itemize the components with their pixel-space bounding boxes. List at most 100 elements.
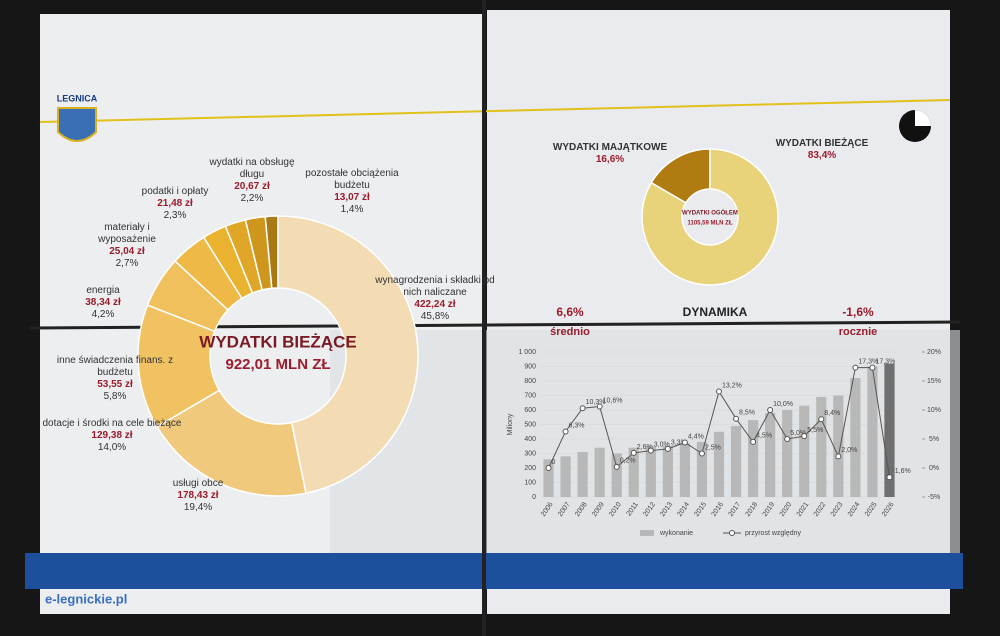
data-label: 4,5%	[756, 433, 772, 440]
line-point	[784, 436, 791, 442]
line-point	[886, 474, 893, 481]
city-name: LEGNICA	[57, 93, 98, 103]
pie-slice	[264, 215, 279, 290]
slice-label: pozostałe obciążenia budżetu 13,07 zł 1,4%	[297, 168, 407, 216]
data-label: 0,2%	[620, 458, 636, 465]
center-subtitle: 1105,59 MLN ZŁ	[687, 221, 732, 227]
data-label: 5,0%	[790, 430, 806, 437]
data-label: 0	[552, 459, 556, 466]
y-tick-label: 100	[524, 479, 536, 486]
slice-label: wynagrodzenia i składki od nich naliczan…	[365, 275, 505, 323]
data-label: 5,5%	[807, 427, 823, 434]
line-point	[716, 388, 722, 395]
legend-label: wykonanie	[659, 530, 693, 537]
line-point	[545, 465, 552, 471]
data-label: 2,0%	[841, 447, 857, 454]
data-label: 13,2%	[722, 382, 742, 389]
data-label: 2,5%	[705, 444, 721, 451]
city-crest	[57, 107, 97, 142]
line-point	[562, 428, 569, 435]
slice-label: inne świadczenia finans. z budżetu 53,55 …	[55, 355, 175, 403]
bar	[765, 412, 776, 497]
bar	[628, 447, 639, 497]
share-label: 2,3%	[163, 210, 187, 221]
data-label: 2,6%	[637, 444, 653, 451]
pie-slice	[277, 215, 419, 495]
bar	[645, 446, 656, 497]
header-line	[39, 99, 951, 123]
y-tick-label: 400	[524, 436, 536, 443]
line-point	[767, 407, 774, 413]
value-label: 21,48 zł	[157, 198, 193, 209]
bar	[747, 420, 759, 497]
line-point	[630, 449, 637, 456]
watermark: e-legnickie.pl	[45, 591, 127, 606]
bar	[679, 443, 691, 497]
pie-icon-slice	[915, 110, 931, 126]
slice-label: energia 38,34 zł 4,2%	[73, 285, 133, 321]
line-point	[579, 405, 586, 412]
value-label: 53,55 zł	[97, 379, 133, 390]
bar	[560, 456, 571, 497]
data-label: 3,0%	[654, 441, 670, 448]
legend-label: przyrost względny	[745, 530, 802, 537]
y-tick-label: 300	[524, 450, 536, 457]
category-name: materiały i wyposażenie	[98, 222, 156, 245]
y-tick-label: 900	[524, 363, 536, 370]
value-label: 83,4%	[807, 150, 837, 161]
bar	[782, 410, 793, 497]
data-label: 4,4%	[688, 433, 704, 440]
center-subtitle: 922,01 MLN ZŁ	[225, 356, 330, 373]
bar	[696, 441, 708, 497]
share-label: 45,8%	[420, 311, 450, 322]
bar	[816, 396, 827, 497]
line-point	[698, 450, 705, 457]
value-label: 178,43 zł	[177, 490, 219, 501]
line-point	[613, 463, 620, 470]
bar	[713, 431, 725, 497]
footer-band	[25, 553, 963, 589]
data-label: -1,6%	[892, 468, 910, 475]
bar	[850, 378, 861, 497]
y2-tick-label: 10%	[927, 407, 941, 414]
value-label: 13,07 zł	[334, 192, 370, 203]
value-label: 38,34 zł	[85, 297, 121, 308]
share-label: 1,4%	[340, 204, 364, 215]
line-point	[835, 453, 842, 460]
data-label: 3,3%	[671, 440, 687, 447]
legend-swatch	[729, 530, 735, 536]
data-label: 8,4%	[824, 410, 840, 417]
bar	[611, 453, 622, 497]
bar	[833, 395, 844, 497]
share-label: 5,8%	[103, 391, 127, 402]
data-label: 8,5%	[739, 410, 755, 417]
bar	[867, 366, 878, 497]
line-point	[869, 364, 876, 371]
slice-label: WYDATKI MAJĄTKOWE 16,6%	[545, 142, 675, 166]
line-point	[664, 445, 671, 452]
y-tick-label: 200	[524, 465, 536, 472]
slice-label: WYDATKI BIEŻĄCE 83,4%	[767, 138, 877, 162]
bar	[799, 405, 810, 497]
data-label: 10,6%	[603, 397, 623, 404]
line-point	[647, 447, 654, 454]
share-label: 19,4%	[183, 502, 213, 513]
value-label: 20,67 zł	[234, 181, 270, 192]
value-label: 16,6%	[595, 154, 625, 165]
category-name: energia	[86, 285, 120, 296]
pie-slice	[641, 148, 779, 286]
annotation: średnio	[550, 326, 590, 338]
y-tick-label: 500	[524, 421, 536, 428]
y2-tick-label: 0%	[929, 465, 939, 472]
value-label: 25,04 zł	[109, 246, 145, 257]
category-name: WYDATKI MAJĄTKOWE	[552, 142, 668, 153]
bar	[594, 447, 605, 497]
y-tick-label: 700	[524, 392, 536, 399]
data-label: 10,3%	[586, 399, 606, 406]
share-label: 4,2%	[91, 309, 115, 320]
y2-tick-label: -5%	[928, 494, 940, 501]
pie-slice	[156, 389, 307, 497]
bar	[543, 459, 554, 497]
share-label: 2,7%	[115, 258, 139, 269]
line-point	[818, 416, 825, 423]
